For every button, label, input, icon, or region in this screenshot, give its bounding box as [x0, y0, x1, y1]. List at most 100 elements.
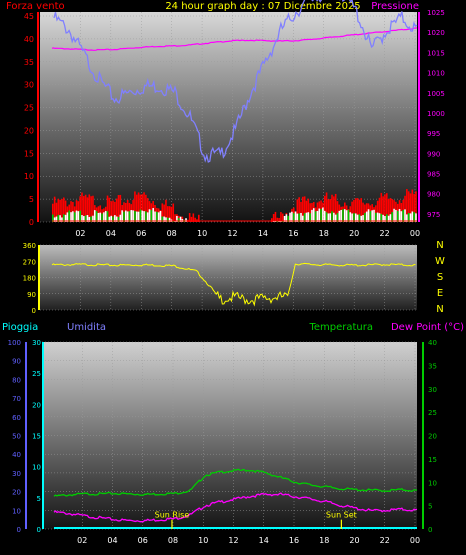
temperature-tick-label: 10 — [428, 479, 437, 487]
wind-pressure-marks — [51, 27, 418, 222]
wind-average-bar — [345, 210, 348, 222]
wind-average-bar — [75, 210, 78, 222]
wind-average-bar — [400, 211, 403, 222]
wind-average-bar — [411, 211, 414, 222]
wind-average-bar — [333, 212, 335, 222]
wind-gust-bar — [276, 217, 279, 222]
wind-gust-bar — [57, 198, 60, 222]
wind-gust-bar — [302, 196, 304, 222]
wind-average-bar — [285, 214, 288, 222]
pressure-tick-label: 985 — [427, 171, 440, 179]
wind-tick-label: 15 — [24, 149, 34, 158]
wind-average-bar — [95, 211, 98, 222]
rain-tick-label: 50 — [12, 433, 21, 441]
wind-average-bar — [396, 210, 399, 222]
rain-tick-label: 20 — [12, 489, 21, 497]
rain-tick-label: 90 — [12, 358, 21, 366]
direction-tick-label: 90 — [27, 291, 36, 299]
wind-average-bar — [114, 215, 116, 222]
direction-tick-label: 0 — [32, 307, 36, 315]
wind-gust-bar — [331, 194, 333, 222]
pressure-tick-label: 1000 — [427, 110, 445, 118]
wind-gust-bar — [305, 200, 308, 222]
rain-label: Pioggia — [2, 322, 38, 333]
temperature-line — [53, 468, 418, 497]
temperature-tick-label: 0 — [428, 526, 432, 534]
wind-average-bar — [402, 209, 404, 222]
wind-average-bar — [159, 211, 162, 222]
wind-gust-bar — [384, 194, 386, 222]
wind-average-bar — [73, 212, 76, 222]
pressure-tick-label: 995 — [427, 130, 440, 138]
pressure-tick-label: 980 — [427, 191, 440, 199]
temperature-tick-label: 20 — [428, 433, 437, 441]
compass-letter: S — [437, 272, 443, 283]
wind-gust-bar — [358, 199, 361, 222]
hour-tick-label: 14 — [258, 229, 268, 238]
wind-gust-bar — [161, 203, 164, 222]
humidity-tick-label: 15 — [32, 433, 41, 441]
wind-gust-bar — [119, 194, 122, 222]
hour-tick-label: 02 — [75, 229, 85, 238]
wind-average-bar — [369, 211, 372, 222]
wind-average-bar — [185, 218, 187, 222]
hour-tick-label: 00 — [410, 536, 420, 545]
temperature-tick-label: 15 — [428, 456, 437, 464]
wind-average-bar — [115, 216, 118, 222]
wind-average-bar — [305, 212, 308, 222]
wind-gust-bar — [280, 212, 282, 222]
rain-tick-label: 30 — [12, 470, 21, 478]
wind-average-bar — [148, 209, 151, 222]
wind-gust-bar — [272, 214, 275, 222]
rain-tick-label: 10 — [12, 507, 21, 515]
wind-average-bar — [83, 216, 85, 222]
wind-gust-bar — [194, 217, 196, 222]
wind-average-bar — [354, 213, 357, 222]
wind-average-bar — [152, 208, 154, 222]
humidity-label: Umidita — [67, 322, 106, 333]
rain-tick-label: 0 — [17, 526, 21, 534]
wind-gust-bar — [117, 195, 120, 222]
wind-average-bar — [55, 216, 58, 222]
hour-tick-label: 14 — [259, 536, 269, 545]
wind-gust-bar — [170, 206, 173, 222]
pressure-line — [51, 27, 418, 51]
wind-gust-bar — [134, 191, 136, 222]
wind-gust-bar — [378, 197, 381, 222]
wind-average-bar — [135, 211, 138, 222]
wind-average-bar — [331, 211, 333, 222]
hour-tick-label: 10 — [197, 229, 207, 238]
wind-gust-bar — [334, 193, 337, 222]
wind-average-bar — [126, 211, 129, 222]
wind-gust-bar — [309, 203, 311, 222]
wind-average-bar — [334, 214, 337, 222]
temperature-tick-label: 40 — [428, 339, 437, 347]
wind-average-bar — [327, 213, 330, 222]
wind-average-bar — [375, 212, 377, 222]
temperature-tick-label: 5 — [428, 503, 432, 511]
wind-gust-bar — [406, 189, 408, 222]
wind-gust-bar — [139, 194, 142, 222]
wind-average-bar — [52, 214, 54, 222]
wind-gust-bar — [281, 213, 284, 222]
wind-gust-bar — [385, 193, 388, 222]
wind-average-bar — [329, 213, 331, 222]
wind-gust-bar — [88, 194, 91, 222]
wind-average-bar — [300, 212, 302, 222]
wind-tick-label: 20 — [24, 126, 34, 135]
wind-average-bar — [323, 210, 326, 222]
pressure-label: Pressione — [371, 1, 419, 12]
wind-gust-bar — [141, 194, 144, 222]
wind-average-bar — [57, 214, 60, 222]
wind-gust-bar — [143, 192, 145, 222]
wind-average-bar — [296, 213, 299, 222]
wind-average-bar — [179, 216, 182, 222]
wind-gust-bar — [382, 196, 384, 222]
wind-gust-bar — [83, 196, 85, 222]
wind-average-bar — [380, 213, 383, 222]
rain-humidity-temp-marks: Sun Rise Sun Set — [53, 0, 418, 529]
wind-speed-label: Forza vento — [6, 1, 65, 12]
wind-average-bar — [150, 210, 153, 222]
wind-gust-bar — [296, 199, 299, 222]
